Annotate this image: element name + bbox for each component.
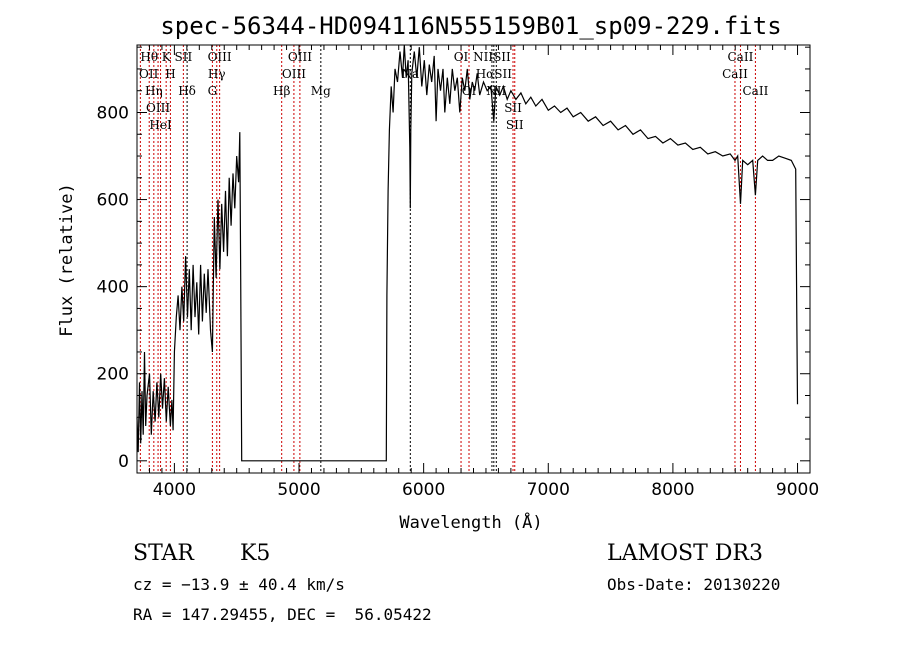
object-subclass: K5 [240, 541, 270, 566]
spectral-line-label: OIII [208, 50, 232, 64]
redshift-text: cz = −13.9 ± 40.4 km/s [133, 575, 345, 594]
spectral-line-label: Hη [145, 84, 163, 98]
x-tick-label: 5000 [277, 480, 320, 500]
spectral-line-label: OIII [282, 67, 306, 81]
survey-name: LAMOST DR3 [607, 541, 763, 566]
spectral-line-label: OIII [146, 101, 170, 115]
spectral-line-label: HeI [149, 118, 172, 132]
plot-frame [136, 44, 811, 474]
spectral-line-label: CaII [728, 50, 754, 64]
spectral-line-label: Hδ [178, 84, 196, 98]
spectral-line-label: OI [462, 84, 477, 98]
spectral-line-label: SII [504, 101, 522, 115]
spectral-line-label: OI [454, 50, 469, 64]
spectral-line-label: Na [402, 67, 420, 81]
spectral-line-label: SII [506, 118, 524, 132]
spectral-line-label: OII [139, 67, 159, 81]
y-tick-label: 800 [97, 103, 129, 123]
spectral-line-label: Mg [311, 84, 331, 98]
y-tick-label: 600 [97, 191, 129, 211]
y-axis-label: Flux (relative) [57, 183, 77, 337]
spectral-line-label: CaII [722, 67, 748, 81]
x-tick-label: 7000 [527, 480, 570, 500]
y-tick-label: 400 [97, 278, 129, 298]
x-axis-label: Wavelength (Å) [399, 511, 542, 533]
spectral-line-label: OIII [288, 50, 312, 64]
spectral-line-label: HαSII [476, 67, 513, 81]
spectral-line-label: H [165, 67, 175, 81]
spectral-line-label: K [162, 50, 172, 64]
spectral-line-label: Hθ [140, 50, 158, 64]
x-tick-label: 4000 [153, 480, 196, 500]
obs-date-text: Obs-Date: 20130220 [607, 575, 780, 594]
x-tick-label: 8000 [651, 480, 694, 500]
chart-title: spec-56344-HD094116N555159B01_sp09-229.f… [160, 12, 781, 40]
y-tick-label: 0 [118, 452, 129, 472]
spectral-line-label: NIISII [473, 50, 511, 64]
spectral-line-label: CaII [743, 84, 769, 98]
spectral-line-label: Hβ [273, 84, 290, 98]
x-tick-label: 6000 [402, 480, 445, 500]
y-tick-label: 200 [97, 365, 129, 385]
spectral-line-label: G [208, 84, 218, 98]
object-class: STAR [133, 541, 195, 566]
spectral-line-label: Hγ [208, 67, 226, 81]
spectrum-line [136, 44, 799, 462]
coords-text: RA = 147.29455, DEC = 56.05422 [133, 605, 432, 624]
spectral-line-label: NII [486, 84, 506, 98]
x-tick-label: 9000 [776, 480, 819, 500]
spectral-line-label: SII [175, 50, 193, 64]
